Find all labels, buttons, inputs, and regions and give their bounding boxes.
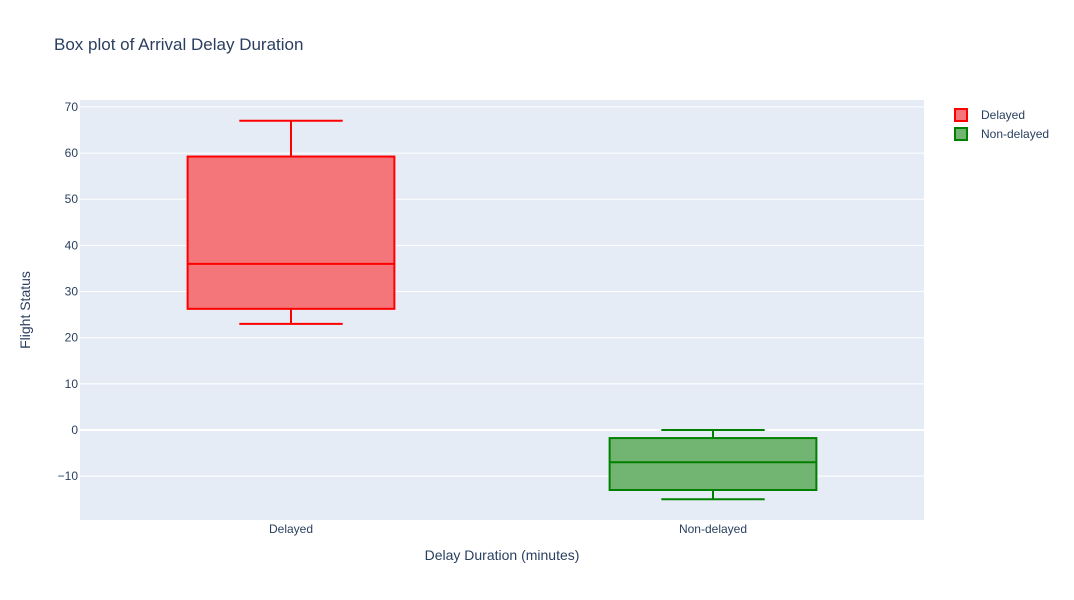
y-tick-label: 0 <box>71 423 78 437</box>
y-tick-label: 20 <box>65 331 79 345</box>
box-non-delayed[interactable] <box>608 429 818 501</box>
legend-swatch <box>954 108 968 122</box>
x-tick-label: Delayed <box>269 522 313 536</box>
iqr-box <box>608 437 818 492</box>
x-axis-ticks: Delayed Non-delayed <box>269 522 747 536</box>
y-tick-label: 70 <box>65 100 79 114</box>
x-axis-title: Delay Duration (minutes) <box>425 547 580 563</box>
y-tick-label: 40 <box>65 238 79 252</box>
legend-item-non-delayed[interactable]: Non-delayed <box>954 127 1049 141</box>
y-axis-ticks: −10 0 10 20 30 40 50 60 70 <box>58 100 79 483</box>
legend-swatch <box>954 127 968 141</box>
y-tick-label: 30 <box>65 285 79 299</box>
iqr-box <box>186 155 396 310</box>
legend-item-delayed[interactable]: Delayed <box>954 108 1025 122</box>
box-traces <box>186 119 818 501</box>
y-tick-label: −10 <box>58 469 79 483</box>
y-axis-title: Flight Status <box>17 271 33 349</box>
chart-title: Box plot of Arrival Delay Duration <box>54 35 303 54</box>
x-tick-label: Non-delayed <box>679 522 747 536</box>
legend-label: Delayed <box>981 108 1025 122</box>
legend[interactable]: Delayed Non-delayed <box>954 108 1049 141</box>
box-delayed[interactable] <box>186 119 396 325</box>
legend-label: Non-delayed <box>981 127 1049 141</box>
y-tick-label: 10 <box>65 377 79 391</box>
y-tick-label: 60 <box>65 146 79 160</box>
y-tick-label: 50 <box>65 192 79 206</box>
